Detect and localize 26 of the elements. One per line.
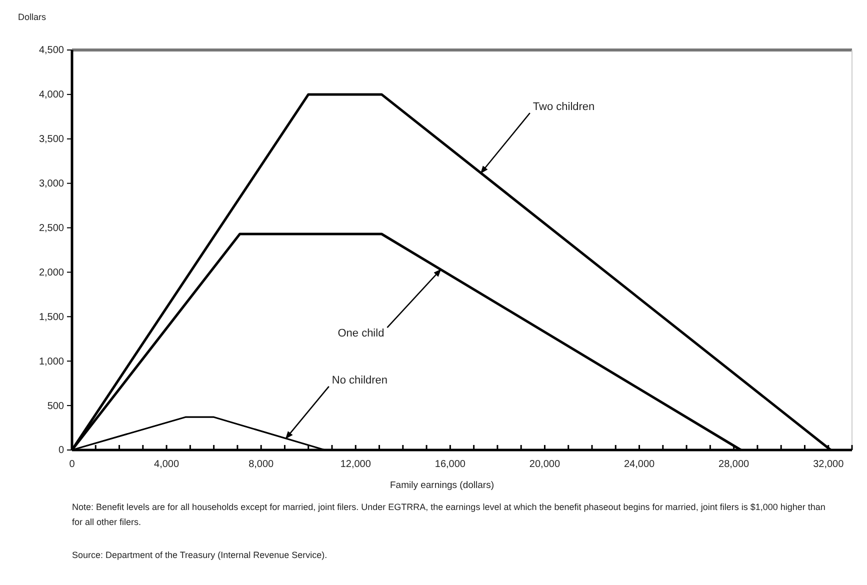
x-tick-label: 16,000 <box>434 459 466 470</box>
y-tick-label: 1,000 <box>38 356 64 368</box>
y-tick-label: 0 <box>58 445 64 456</box>
y-tick-label: 2,000 <box>38 267 64 278</box>
annotation: One child <box>338 328 384 340</box>
y-axis-title: Dollars <box>18 12 47 22</box>
x-tick-label: 12,000 <box>340 459 372 470</box>
annotation: Two children <box>532 101 595 114</box>
y-tick-label: 1,500 <box>38 312 64 323</box>
x-tick-label: 8,000 <box>248 459 274 470</box>
x-tick-label: 4,000 <box>154 459 180 470</box>
y-tick-label: 2,500 <box>38 222 64 234</box>
y-tick-label: 3,500 <box>38 134 64 146</box>
y-tick-label: 3,000 <box>38 178 64 190</box>
x-axis-title: Family earnings (dollars) <box>390 480 494 491</box>
x-tick-label: 0 <box>69 459 76 470</box>
y-tick-label: 500 <box>47 400 64 412</box>
x-tick-label: 20,000 <box>529 459 560 470</box>
annotation: No children <box>332 374 388 386</box>
x-tick-label: 28,000 <box>718 459 750 470</box>
x-tick-label: 24,000 <box>624 459 655 470</box>
y-tick-label: 4,000 <box>38 90 64 101</box>
y-tick-label: 4,500 <box>38 45 64 56</box>
text: Note: Benefit levels are for all households except for married, joint filers. Under EGTRRA, the earnings level at which the benefit phaseout begins for married, joint filers is $1,000 higher than for all other filers. <box>72 501 826 529</box>
source-note: Source: Department of the Treasury (Internal Revenue Service). <box>72 549 328 562</box>
x-tick-label: 32,000 <box>813 459 844 470</box>
